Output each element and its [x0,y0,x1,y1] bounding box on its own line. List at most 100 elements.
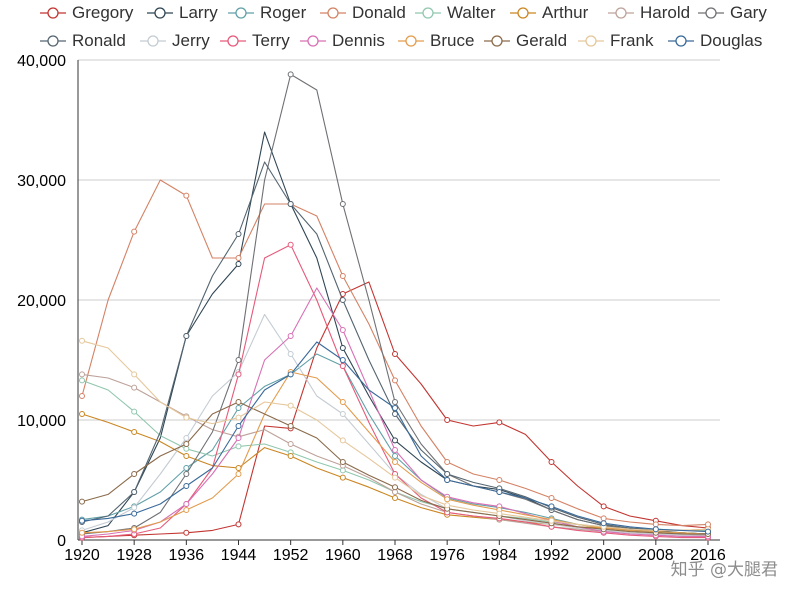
data-point-larry [339,345,346,351]
legend-item-larry[interactable]: Larry [147,3,218,23]
legend-label: Walter [447,3,496,22]
data-point-walter [339,467,346,474]
series-line-gary [81,73,709,535]
legend-label: Frank [610,31,654,50]
x-tick-label: 1976 [429,547,465,564]
data-point-ronald [444,471,451,477]
data-point-gary [183,471,190,477]
legend-item-dennis[interactable]: Dennis [300,31,385,51]
data-point-donald [496,477,503,483]
data-point-dennis [235,435,242,441]
data-point-douglas [444,477,451,483]
y-tick-label: 30,000 [17,173,66,190]
data-point-donald [339,273,346,279]
data-point-douglas [496,489,503,495]
legend-label: Gary [730,3,767,22]
x-tick-label: 1928 [116,547,152,564]
x-tick-label: 1968 [377,547,413,564]
legend-line-circle-icon [484,35,510,47]
data-point-walter [79,377,85,384]
data-point-gary [287,71,294,78]
legend-item-gerald[interactable]: Gerald [484,31,567,51]
legend-item-bruce[interactable]: Bruce [398,31,474,51]
x-tick-label: 2016 [690,547,726,564]
data-point-gerald [339,459,346,465]
x-tick-label: 1960 [325,547,361,564]
series-line-frank [81,340,709,531]
legend-line-circle-icon [578,35,604,47]
legend-label: Dennis [332,31,385,50]
legend-label: Bruce [430,31,475,50]
data-point-douglas [392,405,398,411]
legend-label: Arthur [542,3,589,22]
legend-item-gregory[interactable]: Gregory [40,3,133,23]
x-tick-label: 2008 [638,547,674,564]
data-point-donald [183,192,190,199]
data-point-gregory [444,417,451,423]
data-point-jerry [131,504,138,511]
data-point-jerry [287,351,294,357]
legend-item-frank[interactable]: Frank [578,31,653,51]
data-point-jerry [183,435,190,441]
legend-item-harold[interactable]: Harold [608,3,690,23]
data-point-douglas [652,526,659,533]
x-tick-label: 2000 [586,547,622,564]
x-tick-label: 1920 [64,547,100,564]
data-point-bruce [339,399,346,405]
data-point-douglas [548,503,555,510]
legend-line-circle-icon [147,7,173,19]
data-point-douglas [131,510,138,517]
data-point-bruce [131,526,138,533]
legend-label: Terry [252,31,290,50]
data-point-gerald [287,423,294,429]
data-point-gregory [183,529,190,536]
data-point-roger [235,405,242,411]
data-point-douglas [600,520,607,527]
data-point-gary [235,357,242,363]
data-point-gregory [235,521,242,528]
data-point-douglas [235,423,242,429]
legend-item-walter[interactable]: Walter [415,3,496,23]
data-point-arthur [287,453,294,459]
x-tick-label: 1936 [169,547,205,564]
legend-line-circle-icon [510,7,536,19]
data-point-roger [183,465,190,471]
data-point-roger [392,453,398,459]
data-point-gerald [392,484,398,491]
legend-item-jerry[interactable]: Jerry [140,31,210,51]
data-point-larry [235,261,242,267]
data-point-donald [131,228,138,235]
data-point-arthur [79,411,85,417]
data-point-ronald [287,201,294,207]
legend-label: Larry [179,3,218,22]
legend-item-terry[interactable]: Terry [220,31,290,51]
data-point-bruce [183,507,190,513]
legend: Gregory Larry Roger Donald Walter Arthur Harol… [0,0,800,56]
legend-item-arthur[interactable]: Arthur [510,3,588,23]
data-point-douglas [79,517,85,524]
data-point-terry [287,241,294,248]
legend-item-douglas[interactable]: Douglas [668,31,762,51]
legend-item-roger[interactable]: Roger [228,3,306,23]
data-point-harold [287,441,294,447]
data-point-donald [705,521,711,528]
legend-line-circle-icon [40,7,66,19]
legend-item-gary[interactable]: Gary [698,3,767,23]
data-point-arthur [339,474,346,481]
data-point-douglas [339,357,346,363]
data-point-donald [79,393,85,399]
legend-item-donald[interactable]: Donald [320,3,406,23]
data-point-ronald [131,489,138,495]
y-tick-label: 10,000 [17,413,66,430]
legend-label: Harold [640,3,691,22]
data-point-harold [131,384,138,391]
legend-line-circle-icon [300,35,326,47]
legend-item-ronald[interactable]: Ronald [40,31,126,51]
data-point-frank [339,437,346,444]
data-point-walter [235,443,242,450]
data-point-bruce [444,496,451,503]
data-point-frank [235,414,242,421]
data-point-arthur [183,453,190,459]
data-point-donald [652,521,659,528]
